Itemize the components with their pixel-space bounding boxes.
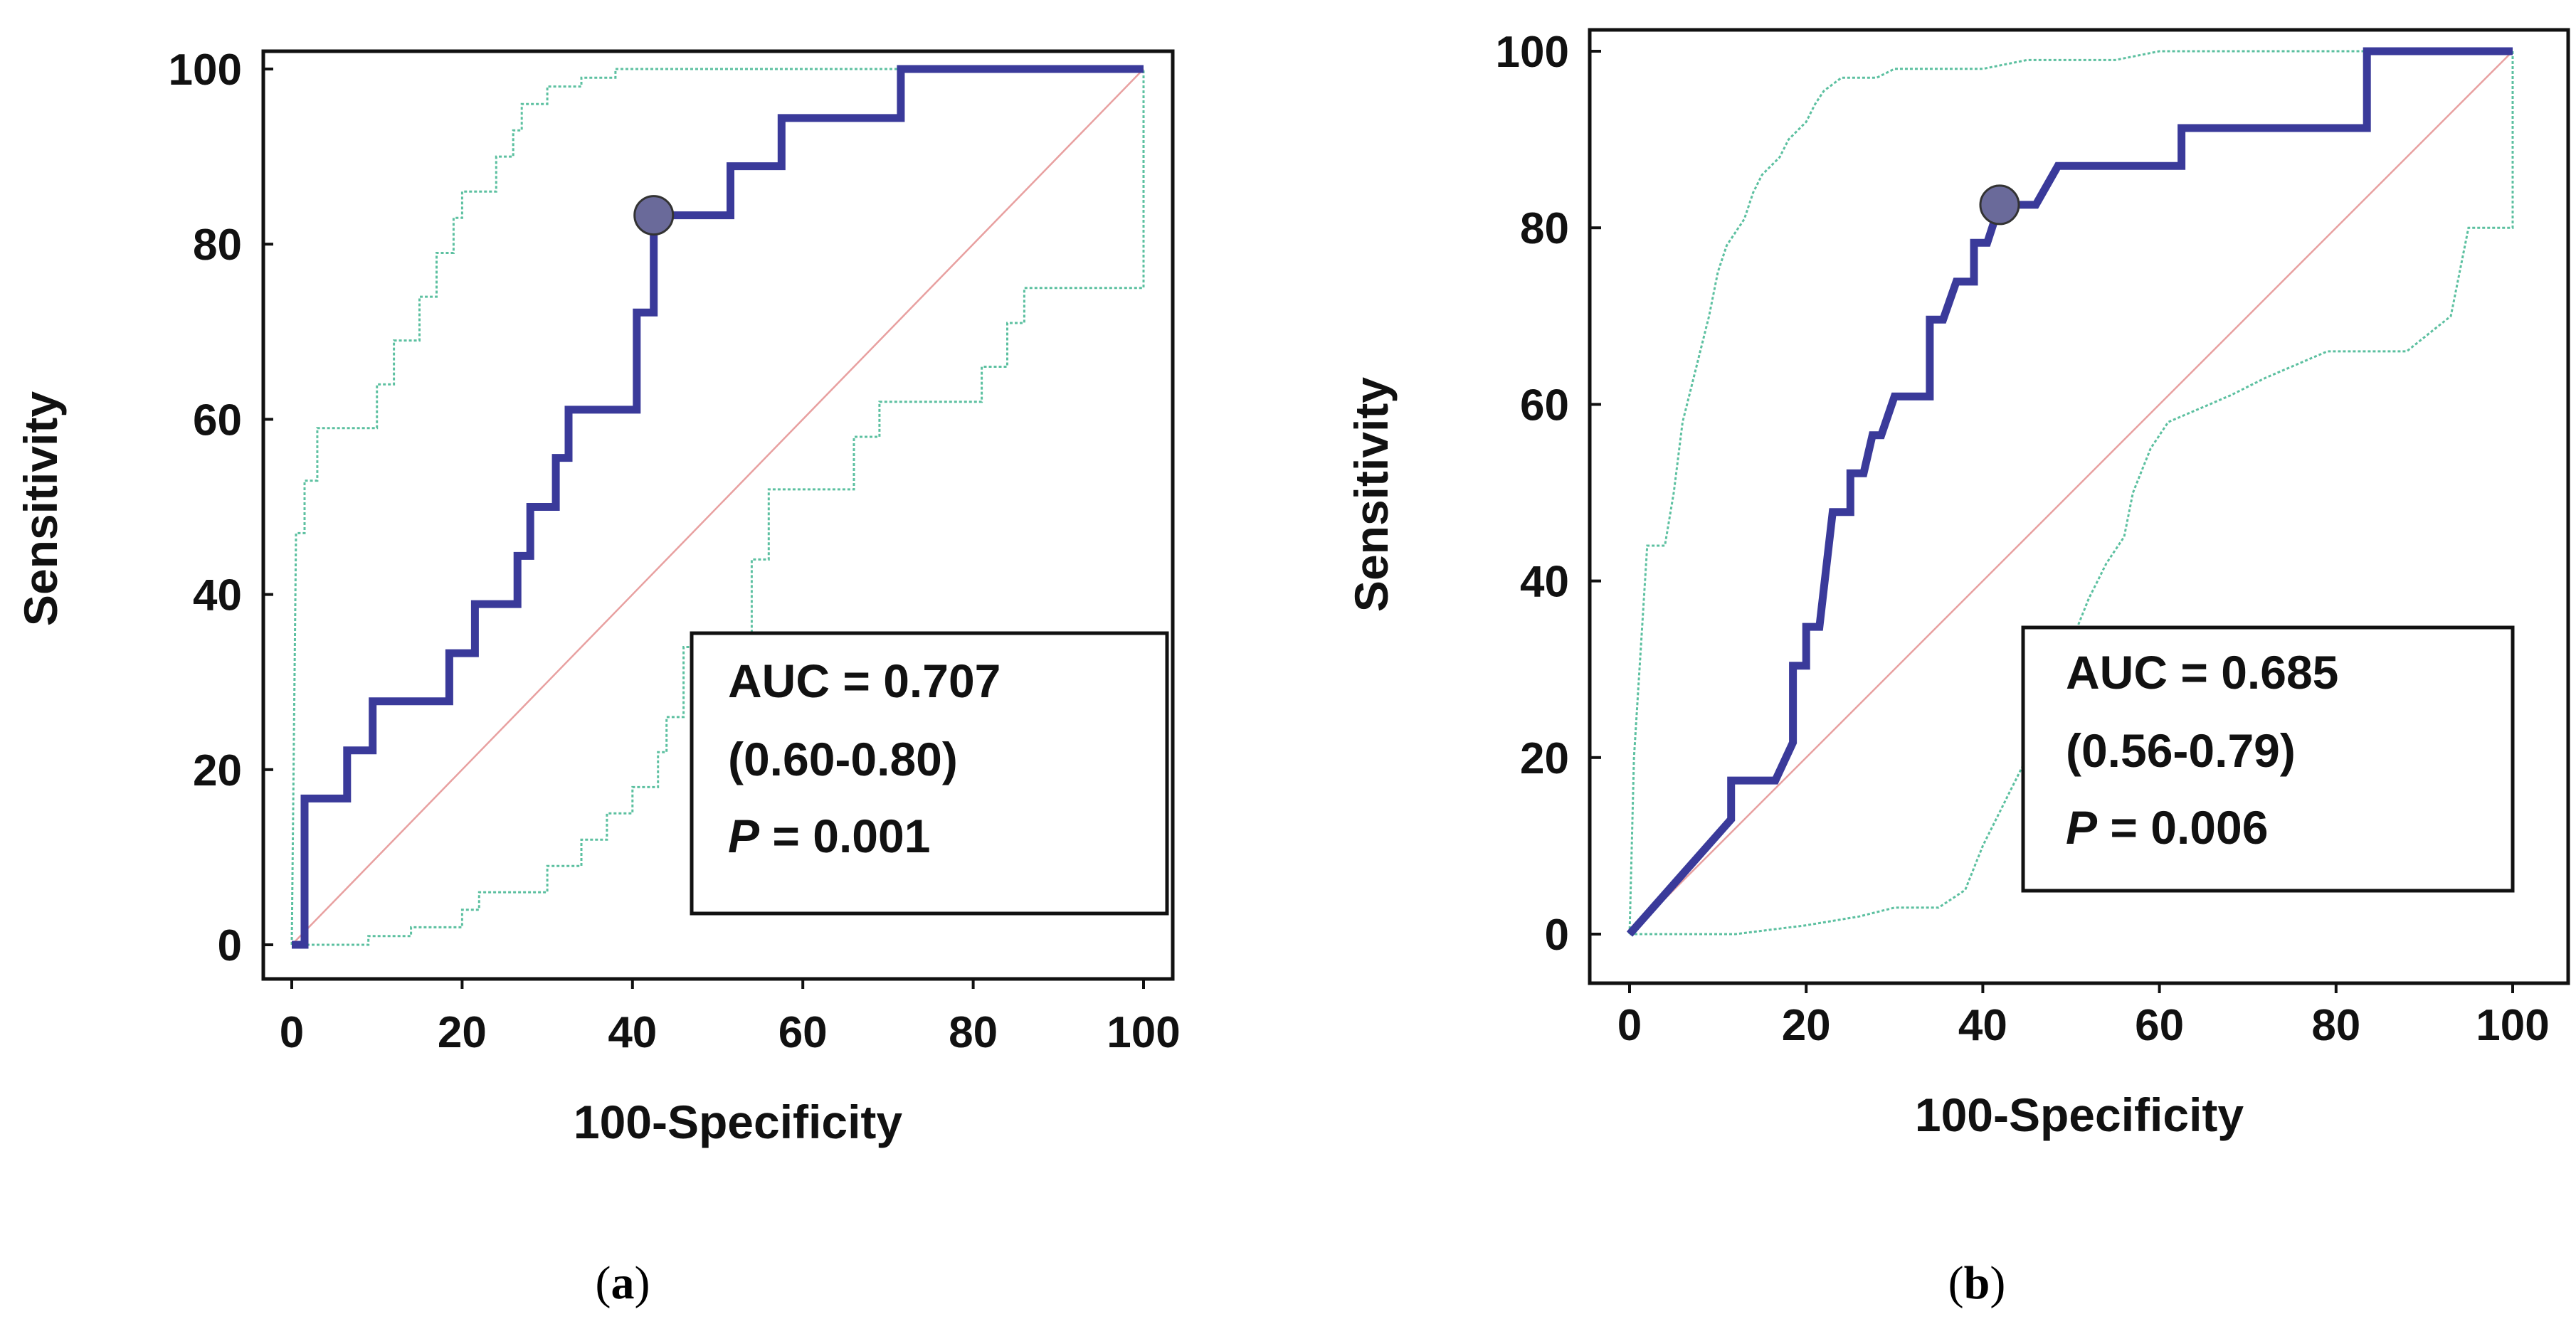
auc-legend-frame-a bbox=[690, 631, 1169, 916]
auc-ci-b: (0.56-0.79) bbox=[2066, 724, 2296, 777]
y-ticks-a: 0 20 40 60 80 100 bbox=[169, 46, 273, 970]
y-tick-label-b-20: 20 bbox=[1520, 734, 1569, 783]
y-tick-label-a-60: 60 bbox=[193, 396, 242, 445]
auc-legend-frame-b bbox=[2021, 625, 2515, 893]
lower-ci-curve-b bbox=[1630, 51, 2514, 936]
diagonal-reference-line-b bbox=[1629, 51, 2513, 935]
y-tick-label-b-40: 40 bbox=[1520, 558, 1569, 607]
p-symbol-b: P bbox=[2066, 801, 2098, 854]
x-ticks-b: 0 20 40 60 80 100 bbox=[1617, 983, 2550, 1050]
x-axis-title-b: 100-Specificity bbox=[1915, 1088, 2244, 1141]
caption-open-a: ( bbox=[596, 1257, 611, 1309]
y-tick-label-a-100: 100 bbox=[169, 46, 242, 95]
caption-letter-b: b bbox=[1964, 1257, 1990, 1309]
x-tick-label-b-60: 60 bbox=[2135, 1001, 2184, 1050]
auc-value-b: AUC = 0.685 bbox=[2066, 646, 2338, 699]
x-tick-label-a-80: 80 bbox=[949, 1008, 998, 1057]
x-tick-label-b-0: 0 bbox=[1617, 1001, 1642, 1050]
y-tick-label-a-80: 80 bbox=[193, 221, 242, 270]
p-symbol-a: P bbox=[728, 810, 760, 862]
auc-value-a: AUC = 0.707 bbox=[728, 655, 1001, 707]
x-tick-label-a-40: 40 bbox=[608, 1008, 657, 1057]
panel-a: 0 20 40 60 80 100 0 20 40 60 80 100 Sensitivity 10… bbox=[14, 46, 1181, 1309]
caption-a: (a) bbox=[596, 1257, 650, 1309]
diagonal-reference-line-a bbox=[291, 68, 1144, 945]
y-tick-label-b-100: 100 bbox=[1496, 28, 1569, 77]
p-value-a: P = 0.001 bbox=[728, 810, 930, 862]
y-tick-label-a-0: 0 bbox=[218, 921, 242, 970]
x-tick-label-b-40: 40 bbox=[1958, 1001, 2007, 1050]
x-tick-label-b-80: 80 bbox=[2311, 1001, 2360, 1050]
y-tick-label-a-20: 20 bbox=[193, 746, 242, 795]
roc-curve-b bbox=[1626, 47, 2513, 937]
caption-close-a: ) bbox=[635, 1257, 650, 1309]
auc-legend-box-a: AUC = 0.707 (0.60-0.80) P = 0.001 bbox=[690, 631, 1169, 916]
x-tick-label-a-60: 60 bbox=[778, 1008, 828, 1057]
y-axis-title-b: Sensitivity bbox=[1345, 377, 1398, 612]
caption-open-b: ( bbox=[1948, 1257, 1964, 1309]
x-tick-label-b-20: 20 bbox=[1782, 1001, 1831, 1050]
caption-b: (b) bbox=[1948, 1257, 2006, 1309]
p-value-b: P = 0.006 bbox=[2066, 801, 2268, 854]
x-tick-label-a-0: 0 bbox=[280, 1008, 304, 1057]
optimal-cutoff-point-a bbox=[633, 195, 675, 236]
auc-legend-box-b: AUC = 0.685 (0.56-0.79) P = 0.006 bbox=[2021, 625, 2515, 893]
caption-close-b: ) bbox=[1990, 1257, 2005, 1309]
p-number-a: = 0.001 bbox=[759, 810, 930, 862]
auc-ci-a: (0.60-0.80) bbox=[728, 733, 958, 785]
roc-curve-a bbox=[292, 65, 1144, 949]
plot-frame-a bbox=[261, 49, 1175, 981]
y-axis-title-a: Sensitivity bbox=[14, 391, 67, 626]
optimal-cutoff-point-b bbox=[1979, 184, 2020, 226]
x-ticks-a: 0 20 40 60 80 100 bbox=[280, 979, 1181, 1057]
panel-b: 0 20 40 60 80 100 0 20 40 60 80 100 Sensitivity 10… bbox=[1345, 28, 2570, 1309]
plot-frame-b bbox=[1588, 28, 2570, 985]
y-tick-label-b-0: 0 bbox=[1545, 911, 1569, 960]
x-axis-title-a: 100-Specificity bbox=[574, 1096, 903, 1148]
upper-ci-curve-a bbox=[290, 68, 1144, 945]
caption-letter-a: a bbox=[611, 1257, 635, 1309]
y-tick-label-a-40: 40 bbox=[193, 571, 242, 620]
upper-ci-curve-b bbox=[1628, 50, 2513, 935]
y-ticks-b: 0 20 40 60 80 100 bbox=[1496, 28, 1601, 960]
p-number-b: = 0.006 bbox=[2097, 801, 2268, 854]
x-tick-label-a-20: 20 bbox=[438, 1008, 487, 1057]
y-tick-label-b-60: 60 bbox=[1520, 381, 1569, 430]
x-tick-label-b-100: 100 bbox=[2476, 1001, 2549, 1050]
y-tick-label-b-80: 80 bbox=[1520, 204, 1569, 253]
x-tick-label-a-100: 100 bbox=[1107, 1008, 1180, 1057]
lower-ci-curve-a bbox=[292, 69, 1145, 946]
